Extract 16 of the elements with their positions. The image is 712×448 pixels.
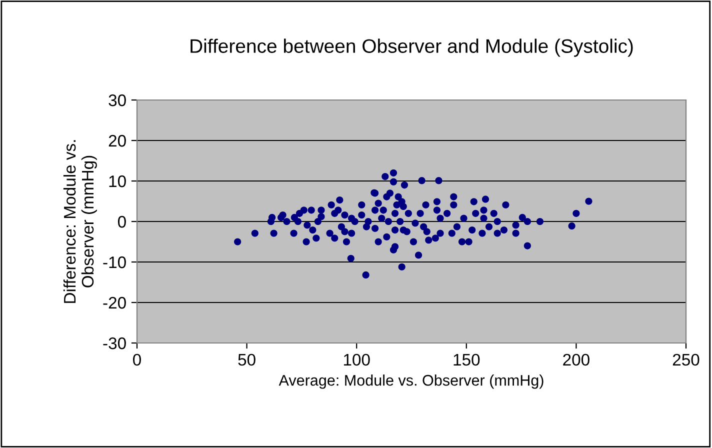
y-tick-label: -20 xyxy=(103,296,126,309)
y-tick-label: -10 xyxy=(103,256,126,268)
y-tick-label: 20 xyxy=(108,134,126,147)
y-tick-label: 30 xyxy=(108,94,126,106)
x-tick-label: 100 xyxy=(344,354,370,366)
y-tick-label: -30 xyxy=(103,337,126,350)
y-axis-title: Difference: Module vs. Observer (mmHg) xyxy=(63,140,97,303)
chart-title: Difference between Observer and Module (Systolic) xyxy=(190,38,633,57)
x-tick-label: 200 xyxy=(563,354,590,366)
x-axis-title: Average: Module vs. Observer (mmHg) xyxy=(278,374,544,389)
x-tick-label: 250 xyxy=(672,354,700,366)
y-tick-label: 10 xyxy=(109,175,126,188)
x-tick-label: 0 xyxy=(133,354,141,366)
y-tick-label: 0 xyxy=(118,216,126,228)
x-tick-label: 150 xyxy=(454,354,480,366)
x-tick-label: 50 xyxy=(238,354,256,366)
